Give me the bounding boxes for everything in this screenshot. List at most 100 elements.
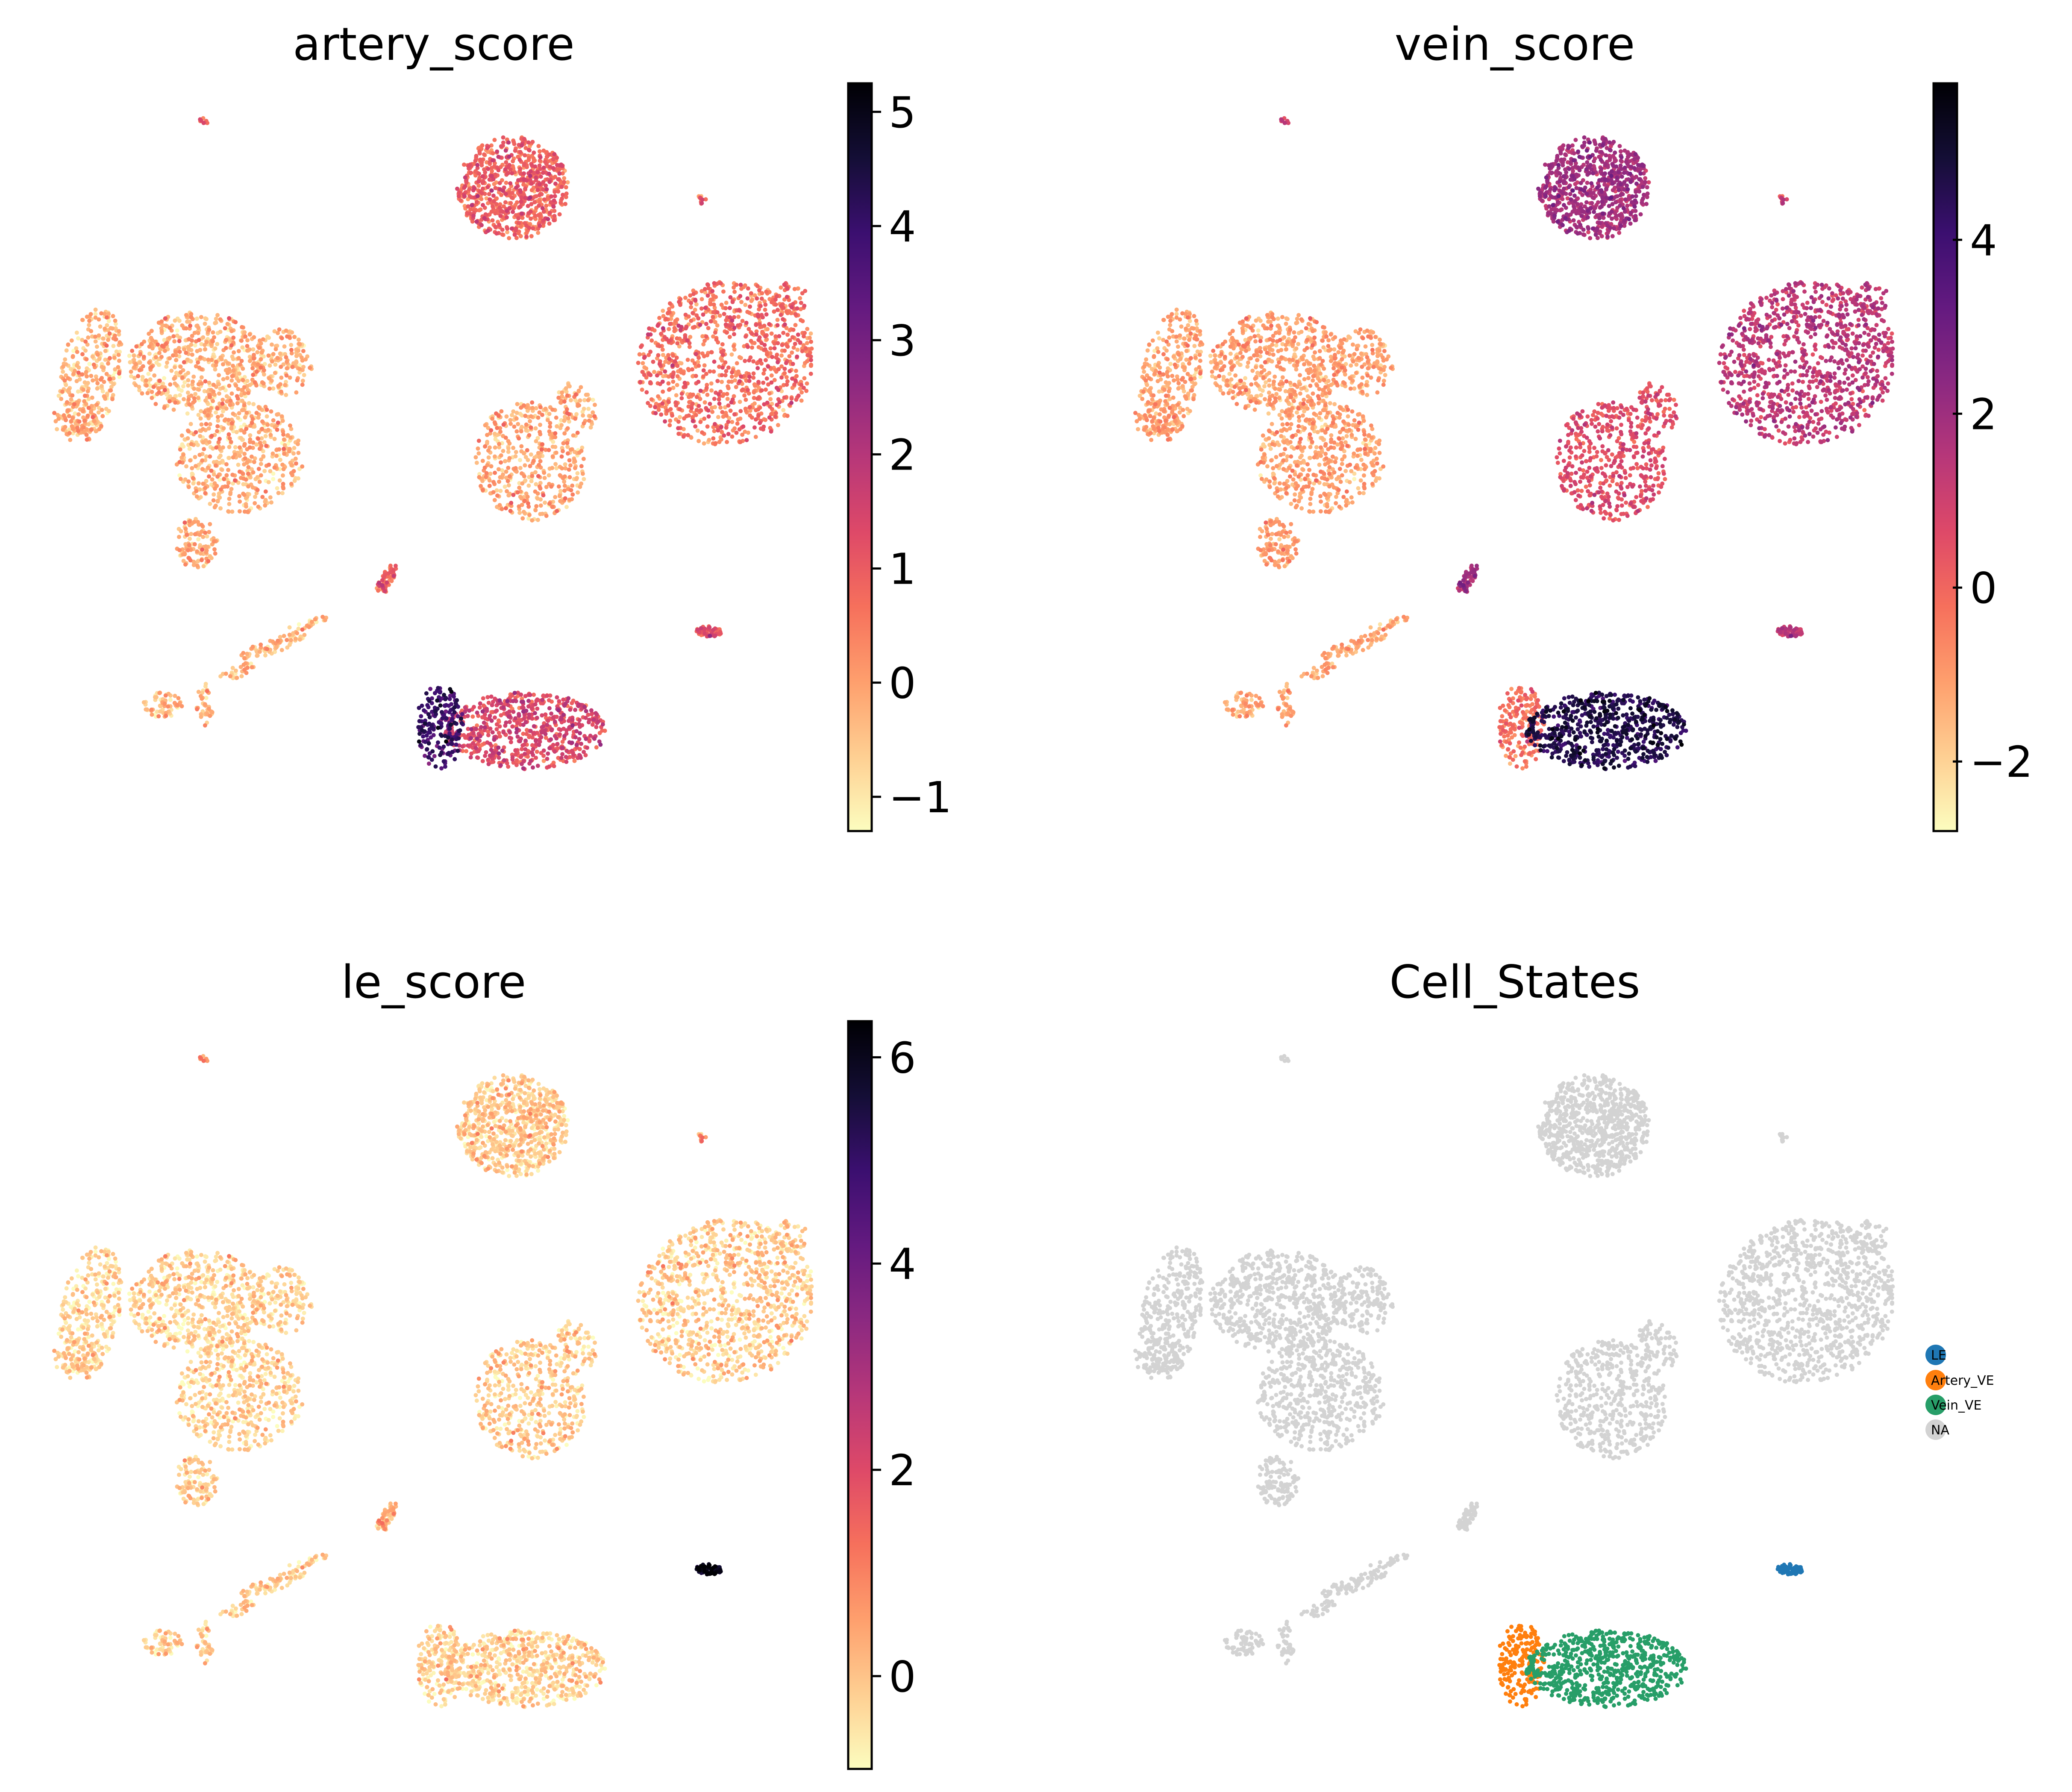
scatter-point xyxy=(102,394,107,399)
scatter-point xyxy=(547,221,552,226)
scatter-point xyxy=(270,359,274,364)
scatter-point xyxy=(637,352,642,357)
scatter-point xyxy=(765,400,770,405)
scatter-point xyxy=(292,446,297,450)
scatter-point xyxy=(184,464,188,469)
scatter-point xyxy=(697,364,701,368)
scatter-point xyxy=(736,314,741,319)
scatter-point xyxy=(571,752,576,757)
scatter-point xyxy=(241,378,245,382)
scatter-point xyxy=(250,665,254,670)
scatter-point xyxy=(146,372,151,376)
scatter-point xyxy=(189,442,194,447)
scatter-point xyxy=(533,164,538,169)
scatter-point xyxy=(157,379,162,383)
scatter-point xyxy=(555,509,559,513)
scatter-point xyxy=(493,224,498,229)
scatter-point xyxy=(91,378,95,383)
scatter-point xyxy=(776,423,780,427)
scatter-point xyxy=(548,421,553,426)
scatter-point xyxy=(781,331,786,335)
scatter-point xyxy=(244,477,248,482)
scatter-point xyxy=(229,329,234,333)
scatter-point xyxy=(526,704,531,709)
scatter-point xyxy=(538,486,543,491)
scatter-point xyxy=(726,420,731,424)
scatter-point xyxy=(652,370,656,374)
scatter-point xyxy=(186,383,191,388)
scatter-point xyxy=(537,223,542,228)
scatter-point xyxy=(231,335,236,340)
scatter-point xyxy=(737,427,742,432)
scatter-point xyxy=(264,444,269,448)
scatter-point xyxy=(480,759,485,764)
scatter-point xyxy=(257,479,262,484)
scatter-point xyxy=(200,523,204,527)
scatter-point xyxy=(177,350,182,354)
scatter-point xyxy=(466,204,470,209)
scatter-point xyxy=(710,410,715,414)
scatter-point xyxy=(196,690,201,694)
scatter-point xyxy=(489,694,494,699)
scatter-point xyxy=(221,377,226,382)
scatter-point xyxy=(710,405,714,410)
scatter-point xyxy=(185,532,189,537)
scatter-point xyxy=(586,720,591,725)
scatter-point xyxy=(491,204,495,209)
scatter-point xyxy=(475,755,479,760)
scatter-point xyxy=(784,375,789,379)
scatter-point xyxy=(221,362,225,367)
scatter-point xyxy=(220,445,225,450)
scatter-point xyxy=(751,371,756,376)
scatter-point xyxy=(97,357,102,361)
scatter-point xyxy=(209,358,214,362)
scatter-point xyxy=(269,500,273,505)
scatter-point xyxy=(522,474,526,479)
scatter-point xyxy=(737,379,742,384)
scatter-point xyxy=(568,447,573,452)
scatter-point xyxy=(738,400,742,404)
scatter-point xyxy=(259,642,263,647)
scatter-point xyxy=(767,404,772,409)
scatter-point xyxy=(762,323,767,328)
scatter-point xyxy=(776,388,781,392)
scatter-point xyxy=(724,330,729,335)
scatter-point xyxy=(707,438,711,442)
scatter-point xyxy=(277,478,282,483)
scatter-point xyxy=(732,426,737,431)
scatter-point xyxy=(784,309,789,314)
scatter-point xyxy=(134,344,139,349)
scatter-point xyxy=(501,422,506,427)
scatter-point xyxy=(246,484,251,489)
scatter-point xyxy=(162,702,167,706)
scatter-point xyxy=(805,381,809,386)
scatter-point xyxy=(759,388,764,393)
scatter-point xyxy=(763,334,767,339)
scatter-point xyxy=(576,388,581,393)
scatter-point xyxy=(761,315,765,320)
scatter-point xyxy=(542,476,547,480)
scatter-point xyxy=(481,179,486,184)
scatter-point xyxy=(153,355,158,359)
scatter-point xyxy=(708,319,713,323)
scatter-point xyxy=(722,433,726,438)
scatter-point xyxy=(262,469,267,473)
scatter-point xyxy=(535,496,540,501)
scatter-point xyxy=(109,388,113,393)
scatter-point xyxy=(225,361,230,365)
scatter-point xyxy=(167,399,172,404)
scatter-point xyxy=(104,315,109,320)
scatter-point xyxy=(270,451,275,456)
scatter-point xyxy=(241,651,246,655)
scatter-point xyxy=(540,413,544,417)
scatter-point xyxy=(543,406,548,411)
scatter-point xyxy=(676,323,681,328)
scatter-point xyxy=(694,408,699,412)
scatter-point xyxy=(569,488,573,493)
scatter-point xyxy=(85,366,89,371)
scatter-point xyxy=(471,741,475,746)
scatter-point xyxy=(133,383,138,388)
scatter-point xyxy=(758,304,763,308)
scatter-point xyxy=(246,391,251,395)
scatter-point xyxy=(530,140,535,144)
